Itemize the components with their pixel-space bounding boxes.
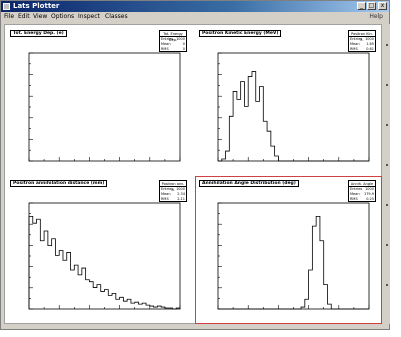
stats-label: RMS <box>350 47 358 51</box>
pad-title: Tot. Energy Dep. (e) <box>10 30 67 37</box>
maximize-button[interactable]: □ <box>367 2 376 10</box>
stats-value: 0 <box>182 42 185 46</box>
histogram-line <box>28 215 181 310</box>
stats-row: Mean 0 <box>160 42 186 47</box>
stats-title: Positron ann. d. <box>160 182 186 192</box>
stats-value: 2.11 <box>177 197 185 201</box>
stats-label: Mean <box>350 192 360 196</box>
stats-box: Tot. Energy Dep. Entries 1000 Mean 0 RMS 0 <box>159 30 187 52</box>
stats-label: Entries <box>161 187 174 191</box>
scroll-tick <box>386 204 388 206</box>
stats-label: Mean <box>350 42 360 46</box>
stats-label: Entries <box>350 37 363 41</box>
pad-title: Annihilation Angle Distribution (deg) <box>199 180 299 187</box>
stats-row: Entries 1000 <box>160 187 186 192</box>
stats-row: Mean 179.9 <box>349 192 375 197</box>
pad-annihilation-distance[interactable]: Positron annihilation distance (mm) Posi… <box>7 177 192 323</box>
histogram-line <box>218 215 369 310</box>
stats-value: 0 <box>182 47 185 51</box>
stats-value: 0.61 <box>366 47 374 51</box>
scroll-tick <box>386 284 388 286</box>
histogram-plot <box>28 202 181 310</box>
window-title: Lats Plotter <box>13 2 60 10</box>
stats-row: Entries 1000 <box>160 37 186 42</box>
histogram-plot <box>217 52 370 162</box>
stats-row: RMS 2.11 <box>160 197 186 202</box>
pad-title: Positron annihilation distance (mm) <box>10 180 108 187</box>
title-bar: Lats Plotter _ □ x <box>1 1 389 12</box>
app-icon[interactable] <box>3 3 10 10</box>
stats-title: Tot. Energy Dep. <box>160 31 186 42</box>
scroll-tick <box>386 84 388 86</box>
stats-value: 1.65 <box>366 42 374 46</box>
stats-row: RMS 0 <box>160 47 186 52</box>
stats-value: 2.34 <box>177 192 185 196</box>
stats-row: Entries 1000 <box>349 37 375 42</box>
histogram-plot <box>28 52 181 162</box>
pad-title: Positron Kinetic Energy (MeV) <box>199 30 282 37</box>
stats-value: 179.9 <box>363 192 374 196</box>
stats-row: RMS 0.25 <box>349 197 375 202</box>
scroll-tick <box>386 244 388 246</box>
stats-label: Entries <box>161 37 174 41</box>
stats-title: Annih. Angle <box>349 182 375 187</box>
stats-box: Positron Kin. E. Entries 1000 Mean 1.65 RM… <box>348 30 376 52</box>
scroll-tick <box>386 124 388 126</box>
stats-label: RMS <box>161 197 169 201</box>
menu-help[interactable]: Help <box>369 13 383 20</box>
stats-row: Entries 1000 <box>349 187 375 192</box>
menu-bar: File Edit View Options Inspect Classes H… <box>1 12 389 22</box>
stats-label: RMS <box>350 197 358 201</box>
menu-edit[interactable]: Edit <box>18 13 30 20</box>
stats-row: RMS 0.61 <box>349 47 375 52</box>
stats-label: Mean <box>161 192 171 196</box>
scroll-tick <box>386 164 388 166</box>
stats-title: Positron Kin. E. <box>349 31 375 42</box>
histogram-line <box>218 71 369 162</box>
plot-canvas[interactable]: Tot. Energy Dep. (e) Tot. Energy Dep. En… <box>4 24 382 324</box>
side-scrollbar[interactable] <box>384 24 390 324</box>
stats-value: 0.25 <box>366 197 374 201</box>
stats-box: Annih. Angle Entries 1000 Mean 179.9 RMS 0.… <box>348 180 376 202</box>
pad-energy-deposit[interactable]: Tot. Energy Dep. (e) Tot. Energy Dep. En… <box>7 27 192 175</box>
plot-frame <box>28 52 181 162</box>
stats-value: 1000 <box>365 187 374 191</box>
stats-label: Mean <box>161 42 171 46</box>
root-window: Lats Plotter _ □ x File Edit View Option… <box>0 0 390 330</box>
stats-label: RMS <box>161 47 169 51</box>
stats-label: Entries <box>350 187 363 191</box>
stats-box: Positron ann. d. Entries 1000 Mean 2.34 RM… <box>159 180 187 202</box>
plot-frame <box>217 202 370 310</box>
stats-value: 1000 <box>176 37 185 41</box>
pad-annihilation-angle[interactable]: Annihilation Angle Distribution (deg) An… <box>195 176 382 324</box>
menu-file[interactable]: File <box>4 13 15 20</box>
stats-row: Mean 2.34 <box>160 192 186 197</box>
menu-classes[interactable]: Classes <box>105 13 128 20</box>
menu-inspect[interactable]: Inspect <box>78 13 100 20</box>
plot-frame <box>28 202 181 310</box>
close-button[interactable]: x <box>378 2 387 10</box>
scroll-tick <box>386 44 388 46</box>
stats-row: Mean 1.65 <box>349 42 375 47</box>
histogram-plot <box>217 202 370 310</box>
stats-value: 1000 <box>176 187 185 191</box>
menu-view[interactable]: View <box>33 13 48 20</box>
plot-frame <box>217 52 370 162</box>
minimize-button[interactable]: _ <box>357 2 366 10</box>
pad-positron-kinetic-energy[interactable]: Positron Kinetic Energy (MeV) Positron K… <box>196 27 381 175</box>
stats-value: 1000 <box>365 37 374 41</box>
menu-options[interactable]: Options <box>51 13 75 20</box>
